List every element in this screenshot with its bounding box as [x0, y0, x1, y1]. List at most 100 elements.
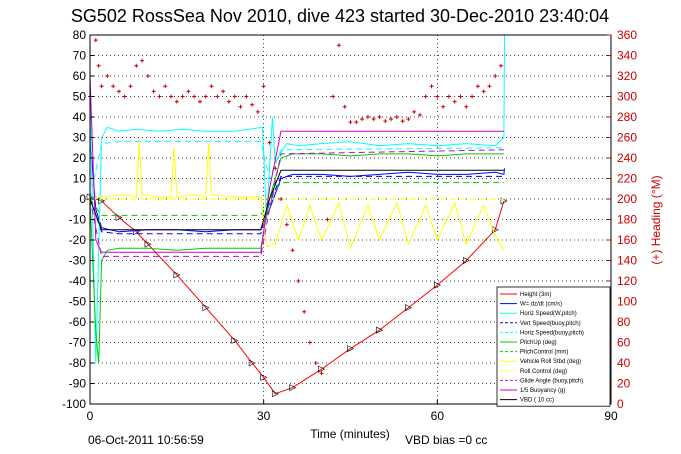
legend: Height (3m) W= dz/dt (cm/s) Horiz Speed(W,…: [496, 286, 611, 407]
heading-point: [244, 94, 249, 99]
series-vbd-10-cc: [89, 169, 504, 231]
heading-point: [400, 119, 405, 124]
heading-point: [134, 63, 139, 68]
y-tick-label: -90: [69, 377, 87, 391]
series-layer: [86, 34, 508, 398]
legend-label: 1/5 Buoyancy (g): [520, 388, 565, 394]
heading-point: [487, 84, 492, 89]
heading-point: [151, 89, 156, 94]
series-pitchcontrol-mm: [89, 182, 504, 216]
heading-point: [105, 74, 110, 78]
height-point: [289, 384, 297, 392]
y-tick-label: -20: [69, 233, 87, 247]
heading-point: [302, 309, 307, 314]
right-tick-label: 200: [617, 192, 637, 206]
y-tick-label: -80: [69, 356, 87, 370]
heading-point: [203, 94, 208, 99]
heading-point: [493, 74, 498, 78]
x-tick-label: 30: [257, 409, 271, 423]
heading-point: [464, 104, 469, 109]
height-point: [347, 345, 355, 353]
heading-point: [116, 89, 121, 94]
y-tick-label: -100: [62, 397, 86, 411]
y-tick-label: 70: [73, 49, 87, 63]
heading-point: [383, 119, 388, 124]
right-axis-label: (+) Heading (°M): [649, 175, 663, 264]
right-axis: 0 20 40 60 80 100 120 140 160 180 200 220 240 260 280 3…: [607, 28, 637, 411]
heading-point: [481, 89, 486, 94]
y-tick-label: 80: [73, 28, 87, 42]
height-point: [260, 373, 268, 381]
y-tick-label: -10: [69, 213, 87, 227]
heading-point: [221, 89, 226, 94]
right-tick-label: 300: [617, 90, 637, 104]
right-tick-label: 340: [617, 49, 637, 63]
y-tick-label: -40: [69, 274, 87, 288]
heading-point: [377, 115, 382, 119]
legend-label: Roll Control (deg): [520, 369, 567, 375]
heading-point: [435, 94, 440, 99]
heading-point: [429, 84, 434, 89]
right-tick-label: 20: [617, 377, 631, 391]
heading-point: [186, 89, 191, 94]
heading-point: [96, 63, 101, 68]
y-tick-label: 20: [73, 151, 87, 165]
y-tick-label: 60: [73, 69, 87, 83]
height-point: [115, 213, 123, 221]
heading-point: [145, 74, 150, 78]
height-point: [144, 240, 152, 248]
heading-point: [325, 217, 330, 222]
heading-point: [296, 279, 301, 283]
heading-point: [169, 94, 174, 99]
height-point: [462, 257, 470, 264]
y-tick-label: -60: [69, 315, 87, 329]
heading-point: [307, 340, 312, 345]
series-horiz-speed-w-pitch: [89, 34, 505, 364]
height-point: [248, 359, 256, 367]
right-tick-label: 0: [617, 397, 624, 411]
heading-point: [93, 38, 98, 43]
legend-label: Horiz Speed(buoy,pitch): [520, 330, 584, 336]
heading-point: [313, 361, 318, 365]
series-horiz-speed-buoy-pitch: [89, 141, 504, 200]
right-tick-label: 280: [617, 110, 637, 124]
heading-point: [197, 99, 202, 104]
heading-point: [348, 120, 353, 125]
y-tick-label: 50: [73, 90, 87, 104]
x-tick-label: 90: [604, 409, 618, 423]
right-tick-label: 180: [617, 213, 637, 227]
heading-point: [128, 84, 133, 89]
x-axis-label: Time (minutes): [310, 427, 390, 441]
heading-point: [441, 104, 446, 109]
y-tick-label: 0: [79, 192, 86, 206]
y-tick-label: 40: [73, 110, 87, 124]
y-tick-label: -30: [69, 254, 87, 268]
y-tick-label: 10: [73, 172, 87, 186]
heading-point: [111, 84, 116, 89]
right-tick-label: 320: [617, 69, 637, 83]
heading-point: [423, 94, 428, 99]
heading-point: [475, 84, 480, 89]
heading-point: [267, 140, 272, 145]
heading-point: [261, 84, 266, 89]
right-tick-label: 220: [617, 172, 637, 186]
heading-point: [174, 99, 179, 104]
height-point: [405, 304, 413, 312]
x-tick-label: 0: [87, 409, 94, 423]
legend-label: Height (3m): [520, 292, 551, 298]
right-tick-label: 40: [617, 356, 631, 370]
heading-point: [319, 371, 324, 376]
right-tick-label: 100: [617, 295, 637, 309]
height-point: [98, 197, 106, 205]
heading-point: [226, 99, 231, 104]
legend-label: PitchUp (deg): [520, 340, 557, 346]
heading-point: [99, 84, 104, 89]
heading-point: [406, 117, 411, 122]
heading-point: [122, 94, 127, 99]
right-tick-label: 140: [617, 254, 637, 268]
heading-point: [331, 94, 336, 99]
heading-point: [499, 63, 504, 68]
right-tick-label: 360: [617, 28, 637, 42]
height-point: [202, 304, 210, 312]
